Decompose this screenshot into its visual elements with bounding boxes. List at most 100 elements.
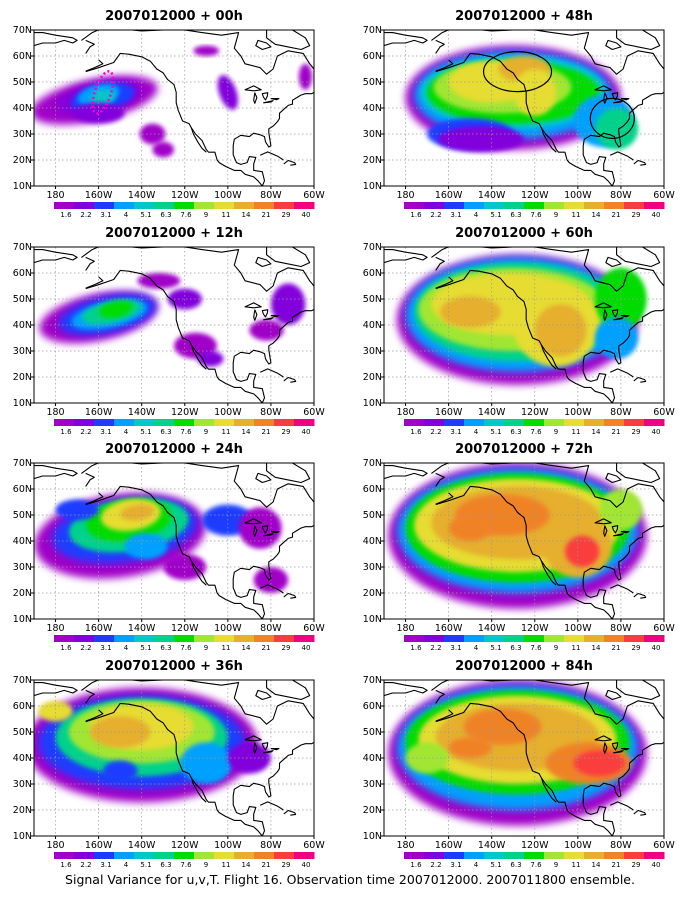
colorbar-swatch — [544, 202, 565, 209]
x-tick-label: 80W — [260, 840, 282, 851]
x-tick-label: 60W — [303, 407, 325, 418]
colorbar-swatch — [274, 635, 295, 642]
colorbar-label: 21 — [612, 861, 621, 869]
colorbar-label: 2.2 — [430, 861, 441, 869]
x-tick-label: 140W — [128, 840, 156, 851]
y-tick-label: 10N — [13, 181, 32, 192]
colorbar-label: 1.6 — [410, 428, 422, 436]
colorbar-label: 9 — [554, 861, 558, 869]
colorbar-swatch — [274, 419, 295, 426]
colorbar-label: 3.1 — [450, 861, 461, 869]
colorbar-label: 40 — [652, 211, 661, 219]
variance-contour — [90, 89, 116, 106]
variance-field — [384, 247, 664, 403]
variance-contour — [98, 300, 133, 318]
y-tick-label: 40N — [363, 753, 382, 764]
x-tick-label: 120W — [521, 190, 549, 201]
colorbar-label: 6.3 — [160, 428, 171, 436]
y-tick-label: 70N — [13, 242, 32, 253]
y-tick-label: 70N — [363, 458, 382, 469]
colorbar-label: 29 — [282, 428, 291, 436]
colorbar-label: 21 — [262, 428, 271, 436]
colorbar-label: 21 — [262, 211, 271, 219]
variance-field — [34, 680, 314, 836]
variance-contour — [180, 742, 233, 784]
y-tick-label: 20N — [13, 155, 32, 166]
colorbar-swatch — [564, 419, 585, 426]
variance-contour — [463, 708, 542, 745]
colorbar-swatch — [274, 852, 295, 859]
y-tick-label: 20N — [13, 372, 32, 383]
colorbar-label: 11 — [572, 861, 581, 869]
colorbar-label: 11 — [222, 644, 231, 652]
colorbar-label: 7.6 — [530, 644, 542, 652]
panel-title: 2007012000 + 36h — [105, 659, 243, 674]
gridlines — [384, 463, 664, 619]
y-tick-label: 20N — [363, 588, 382, 599]
colorbar-label: 21 — [612, 428, 621, 436]
colorbar-label: 5.1 — [140, 861, 151, 869]
colorbar-swatch — [234, 202, 255, 209]
gridlines — [34, 463, 314, 619]
map-panel: 2007012000 + 72h 180 160W 140W 120W 100W 80W 60… — [363, 442, 676, 652]
variance-contour — [595, 317, 639, 359]
x-tick-label: 160W — [435, 623, 463, 634]
colorbar-label: 1.6 — [410, 211, 422, 219]
colorbar-label: 6.3 — [160, 211, 171, 219]
x-tick-label: 80W — [260, 190, 282, 201]
colorbar-label: 1.6 — [410, 861, 422, 869]
x-tick-label: 180 — [46, 840, 64, 851]
variance-contour — [298, 63, 312, 90]
variance-field — [34, 30, 314, 186]
colorbar-label: 3.1 — [450, 428, 461, 436]
colorbar-label: 6.3 — [510, 861, 521, 869]
colorbar-label: 3.1 — [100, 861, 111, 869]
colorbar-swatch — [544, 852, 565, 859]
colorbar-swatch — [624, 202, 645, 209]
colorbar-swatch — [504, 202, 525, 209]
variance-field — [384, 680, 664, 836]
colorbar-swatch — [134, 419, 155, 426]
colorbar-swatch — [74, 202, 95, 209]
panel-title: 2007012000 + 84h — [455, 659, 593, 674]
colorbar-label: 4 — [124, 428, 129, 436]
x-tick-label: 140W — [128, 190, 156, 201]
variance-contour — [448, 515, 492, 541]
x-tick-label: 100W — [564, 190, 592, 201]
x-tick-label: 100W — [214, 190, 242, 201]
y-tick-label: 40N — [363, 103, 382, 114]
variance-field — [384, 463, 664, 619]
gridlines — [384, 30, 664, 186]
colorbar-swatch — [94, 419, 115, 426]
x-tick-label: 100W — [564, 840, 592, 851]
colorbar-swatch — [584, 635, 605, 642]
colorbar-label: 6.3 — [510, 211, 521, 219]
colorbar-swatch — [114, 419, 135, 426]
colorbar-label: 1.6 — [60, 428, 72, 436]
colorbar-label: 6.3 — [160, 861, 171, 869]
colorbar-label: 6.3 — [510, 644, 521, 652]
colorbar: 1.6 2.2 3.1 4 5.1 6.3 7.6 9 11 14 21 29 40 — [404, 202, 665, 219]
colorbar-label: 11 — [222, 861, 231, 869]
colorbar-swatch — [214, 419, 235, 426]
x-tick-label: 160W — [435, 407, 463, 418]
variance-contour — [120, 504, 155, 521]
colorbar-swatch — [564, 852, 585, 859]
y-tick-label: 20N — [13, 805, 32, 816]
y-tick-label: 60N — [13, 51, 32, 62]
variance-contour — [152, 141, 174, 158]
y-tick-label: 60N — [13, 701, 32, 712]
colorbar-swatch — [94, 635, 115, 642]
colorbar-swatch — [524, 852, 545, 859]
colorbar-label: 7.6 — [180, 644, 192, 652]
y-tick-label: 60N — [363, 268, 382, 279]
colorbar: 1.6 2.2 3.1 4 5.1 6.3 7.6 9 11 14 21 29 40 — [404, 419, 665, 436]
colorbar-swatch — [424, 202, 445, 209]
variance-contour — [139, 123, 166, 145]
colorbar-swatch — [604, 635, 625, 642]
colorbar-label: 21 — [612, 644, 621, 652]
colorbar-label: 21 — [262, 861, 271, 869]
colorbar-swatch — [194, 202, 215, 209]
colorbar: 1.6 2.2 3.1 4 5.1 6.3 7.6 9 11 14 21 29 40 — [54, 635, 315, 652]
